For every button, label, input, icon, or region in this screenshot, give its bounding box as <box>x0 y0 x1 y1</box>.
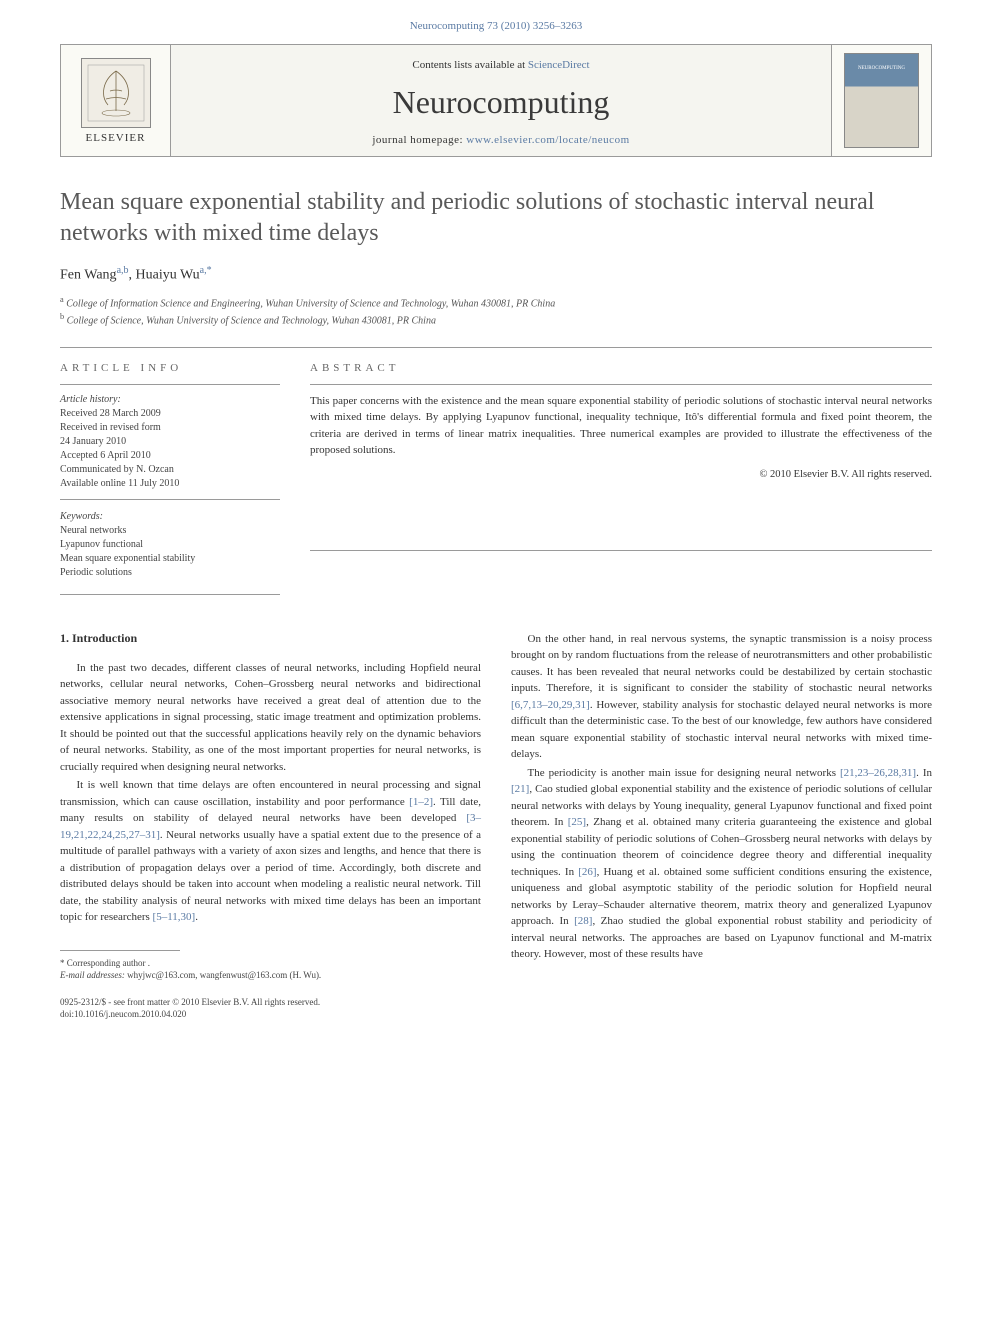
rule-info <box>60 384 280 385</box>
cite-5-30[interactable]: [5–11,30] <box>153 911 196 923</box>
cover-tiny-text: NEUROCOMPUTING <box>858 66 905 71</box>
cite-21-31[interactable]: [21,23–26,28,31] <box>840 767 916 779</box>
article-title: Mean square exponential stability and pe… <box>60 187 932 249</box>
header-center: Contents lists available at ScienceDirec… <box>171 45 831 156</box>
keyword-2: Lyapunov functional <box>60 538 280 552</box>
c2p1-a: On the other hand, in real nervous syste… <box>511 633 932 695</box>
keyword-4: Periodic solutions <box>60 566 280 580</box>
p2-seg-d: . <box>195 911 198 923</box>
c2p2-a: The periodicity is another main issue fo… <box>528 767 841 779</box>
cite-25[interactable]: [25] <box>568 816 586 828</box>
cite-21[interactable]: [21] <box>511 783 529 795</box>
affiliation-a: College of Information Science and Engin… <box>66 298 555 309</box>
cite-1-2[interactable]: [1–2] <box>409 796 433 808</box>
article-history: Article history: Received 28 March 2009 … <box>60 393 280 491</box>
email-footnote: E-mail addresses: whyjwc@163.com, wangfe… <box>60 969 481 982</box>
rule-abstract <box>310 384 932 385</box>
journal-reference-top: Neurocomputing 73 (2010) 3256–3263 <box>60 20 932 32</box>
intro-heading: 1. Introduction <box>60 631 481 646</box>
abstract-label: ABSTRACT <box>310 362 932 374</box>
bottom-meta: 0925-2312/$ - see front matter © 2010 El… <box>60 996 481 1021</box>
abstract-text: This paper concerns with the existence a… <box>310 393 932 459</box>
keywords-block: Keywords: Neural networks Lyapunov funct… <box>60 510 280 580</box>
contents-available: Contents lists available at ScienceDirec… <box>191 59 811 71</box>
history-label: Article history: <box>60 393 280 407</box>
rule-below-info <box>60 594 280 595</box>
article-info-col: ARTICLE INFO Article history: Received 2… <box>60 362 280 580</box>
corresponding-footnote: * Corresponding author . <box>60 957 481 970</box>
history-communicated: Communicated by N. Ozcan <box>60 463 280 477</box>
c2p2-b: . In <box>916 767 932 779</box>
history-revised-2: 24 January 2010 <box>60 435 280 449</box>
rule-abstract-bottom <box>310 550 932 551</box>
author-sep: , <box>129 268 136 283</box>
author-2-name: Huaiyu Wu <box>136 268 200 283</box>
cite-26[interactable]: [26] <box>578 866 596 878</box>
intro-para-2: It is well known that time delays are of… <box>60 777 481 926</box>
info-abstract-row: ARTICLE INFO Article history: Received 2… <box>60 362 932 580</box>
journal-cover-block: NEUROCOMPUTING <box>831 45 931 156</box>
elsevier-wordmark: ELSEVIER <box>86 132 146 144</box>
keyword-1: Neural networks <box>60 524 280 538</box>
journal-homepage-line: journal homepage: www.elsevier.com/locat… <box>191 134 811 146</box>
journal-cover-thumbnail: NEUROCOMPUTING <box>844 53 919 148</box>
article-info-label: ARTICLE INFO <box>60 362 280 374</box>
publisher-logo-block: ELSEVIER <box>61 45 171 156</box>
column-right: On the other hand, in real nervous syste… <box>511 631 932 1021</box>
email-list: whyjwc@163.com, wangfenwust@163.com (H. … <box>125 970 321 980</box>
author-1-affil-link[interactable]: a,b <box>117 265 129 276</box>
rule-above-info <box>60 347 932 348</box>
p2-seg-c: . Neural networks usually have a spatial… <box>60 829 481 924</box>
history-accepted: Accepted 6 April 2010 <box>60 449 280 463</box>
issn-line: 0925-2312/$ - see front matter © 2010 El… <box>60 996 481 1009</box>
sciencedirect-link[interactable]: ScienceDirect <box>528 59 590 71</box>
history-online: Available online 11 July 2010 <box>60 477 280 491</box>
email-label: E-mail addresses: <box>60 970 125 980</box>
history-received: Received 28 March 2009 <box>60 407 280 421</box>
keywords-label: Keywords: <box>60 510 280 524</box>
affiliation-b: College of Science, Wuhan University of … <box>67 316 436 327</box>
authors-line: Fen Wanga,b, Huaiyu Wua,* <box>60 265 932 284</box>
affiliations: a College of Information Science and Eng… <box>60 294 932 329</box>
rule-keywords <box>60 499 280 500</box>
cite-28[interactable]: [28] <box>574 915 592 927</box>
footnote-separator <box>60 950 180 951</box>
doi-line: doi:10.1016/j.neucom.2010.04.020 <box>60 1008 481 1021</box>
homepage-prefix: journal homepage: <box>372 134 466 146</box>
elsevier-tree-icon <box>81 58 151 128</box>
journal-name: Neurocomputing <box>191 84 811 121</box>
journal-header: ELSEVIER Contents lists available at Sci… <box>60 44 932 157</box>
column-left: 1. Introduction In the past two decades,… <box>60 631 481 1021</box>
journal-homepage-link[interactable]: www.elsevier.com/locate/neucom <box>466 134 629 146</box>
intro-para-1: In the past two decades, different class… <box>60 660 481 776</box>
contents-prefix: Contents lists available at <box>412 59 527 71</box>
body-columns: 1. Introduction In the past two decades,… <box>60 631 932 1021</box>
author-1-name: Fen Wang <box>60 268 117 283</box>
cite-6-31[interactable]: [6,7,13–20,29,31] <box>511 699 590 711</box>
keyword-3: Mean square exponential stability <box>60 552 280 566</box>
abstract-col: ABSTRACT This paper concerns with the ex… <box>310 362 932 580</box>
author-2-affil-link[interactable]: a, <box>200 265 207 276</box>
col2-para-1: On the other hand, in real nervous syste… <box>511 631 932 763</box>
author-2-corr-link[interactable]: * <box>207 265 212 276</box>
history-revised-1: Received in revised form <box>60 421 280 435</box>
abstract-copyright: © 2010 Elsevier B.V. All rights reserved… <box>310 469 932 480</box>
col2-para-2: The periodicity is another main issue fo… <box>511 765 932 963</box>
